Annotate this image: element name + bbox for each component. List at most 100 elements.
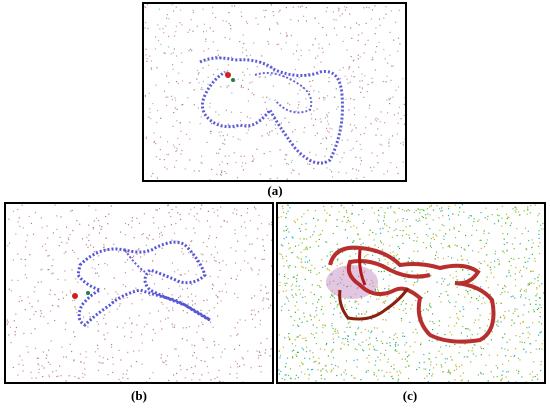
cloud-point bbox=[247, 68, 249, 70]
cloud-point bbox=[143, 326, 146, 328]
cloud-point bbox=[337, 258, 339, 260]
cloud-point bbox=[249, 220, 251, 222]
cloud-point bbox=[213, 340, 215, 343]
cloud-point bbox=[480, 373, 482, 375]
cloud-point bbox=[422, 209, 424, 211]
cloud-point bbox=[423, 368, 425, 370]
cloud-point bbox=[175, 31, 177, 33]
cloud-point bbox=[529, 303, 531, 305]
cloud-point bbox=[218, 56, 220, 58]
cloud-point bbox=[346, 286, 348, 288]
cloud-point bbox=[175, 25, 177, 27]
cloud-point bbox=[285, 290, 287, 292]
cloud-point bbox=[309, 236, 311, 238]
cloud-point bbox=[394, 349, 397, 351]
cloud-point bbox=[188, 82, 191, 84]
cloud-point bbox=[286, 260, 288, 262]
cloud-point bbox=[375, 360, 377, 362]
cloud-point bbox=[301, 261, 303, 263]
cloud-point bbox=[404, 33, 405, 35]
cloud-point bbox=[409, 209, 411, 212]
cloud-point bbox=[167, 46, 170, 48]
cloud-point bbox=[420, 344, 422, 346]
cloud-point bbox=[361, 313, 363, 315]
cloud-point bbox=[266, 96, 268, 98]
cloud-point bbox=[430, 364, 432, 366]
cloud-point bbox=[97, 369, 99, 372]
cloud-point bbox=[34, 347, 36, 349]
cloud-point bbox=[442, 280, 445, 282]
cloud-point bbox=[428, 352, 430, 354]
cloud-point bbox=[426, 208, 428, 210]
cloud-point bbox=[80, 361, 82, 363]
cloud-point bbox=[383, 270, 385, 272]
cloud-point bbox=[152, 260, 154, 262]
cloud-point bbox=[368, 330, 370, 332]
cloud-point bbox=[318, 22, 320, 24]
cloud-point bbox=[283, 211, 285, 213]
cloud-point bbox=[462, 306, 464, 308]
cloud-point bbox=[192, 256, 194, 258]
cloud-point bbox=[326, 120, 329, 122]
cloud-point bbox=[327, 355, 329, 357]
cloud-point bbox=[258, 365, 260, 367]
cloud-point bbox=[73, 331, 75, 333]
cloud-point bbox=[490, 269, 492, 271]
cloud-point bbox=[315, 380, 317, 382]
cloud-point bbox=[239, 41, 241, 43]
cloud-point bbox=[157, 39, 160, 42]
cloud-point bbox=[167, 204, 169, 207]
cloud-point bbox=[251, 81, 253, 83]
cloud-point bbox=[212, 357, 214, 359]
cloud-point bbox=[358, 313, 360, 315]
cloud-point bbox=[429, 302, 431, 305]
cloud-point bbox=[297, 20, 299, 22]
cloud-point bbox=[317, 301, 319, 303]
cloud-point bbox=[292, 324, 294, 326]
cloud-point bbox=[161, 247, 163, 249]
cloud-point bbox=[189, 29, 191, 31]
cloud-point bbox=[187, 270, 190, 272]
cloud-point bbox=[286, 178, 288, 180]
cloud-point bbox=[235, 250, 237, 252]
cloud-point bbox=[264, 16, 266, 18]
cloud-point bbox=[157, 24, 159, 26]
cloud-point bbox=[339, 69, 341, 71]
cloud-point bbox=[213, 256, 215, 258]
cloud-point bbox=[467, 291, 469, 293]
panel-label: (c) bbox=[403, 388, 417, 403]
cloud-point bbox=[202, 88, 204, 91]
cloud-point bbox=[300, 251, 302, 253]
cloud-point bbox=[131, 220, 133, 222]
cloud-point bbox=[435, 254, 437, 256]
cloud-point bbox=[190, 19, 192, 21]
cloud-point bbox=[95, 209, 97, 211]
cloud-point bbox=[378, 270, 380, 273]
cloud-point bbox=[538, 307, 540, 309]
cloud-point bbox=[291, 289, 293, 291]
cloud-point bbox=[418, 367, 420, 369]
cloud-point bbox=[466, 328, 468, 330]
cloud-point bbox=[539, 311, 541, 313]
cloud-point bbox=[98, 232, 101, 234]
cloud-point bbox=[298, 59, 300, 61]
cloud-point bbox=[174, 107, 176, 109]
cloud-point bbox=[395, 89, 397, 91]
cloud-point bbox=[286, 357, 289, 359]
cloud-point bbox=[284, 337, 286, 339]
cloud-point bbox=[351, 129, 353, 131]
cloud-point bbox=[416, 332, 418, 334]
cloud-point bbox=[375, 337, 377, 339]
cloud-point bbox=[221, 351, 223, 353]
cloud-point bbox=[342, 274, 344, 276]
cloud-point bbox=[146, 58, 148, 60]
cloud-point bbox=[342, 251, 344, 253]
cloud-point bbox=[272, 11, 274, 13]
cloud-point bbox=[302, 87, 304, 89]
cloud-point bbox=[357, 328, 359, 330]
cloud-point bbox=[286, 163, 288, 165]
cloud-point bbox=[193, 104, 195, 106]
cloud-point bbox=[191, 379, 193, 381]
cloud-point bbox=[312, 124, 315, 126]
cloud-point bbox=[147, 249, 149, 251]
